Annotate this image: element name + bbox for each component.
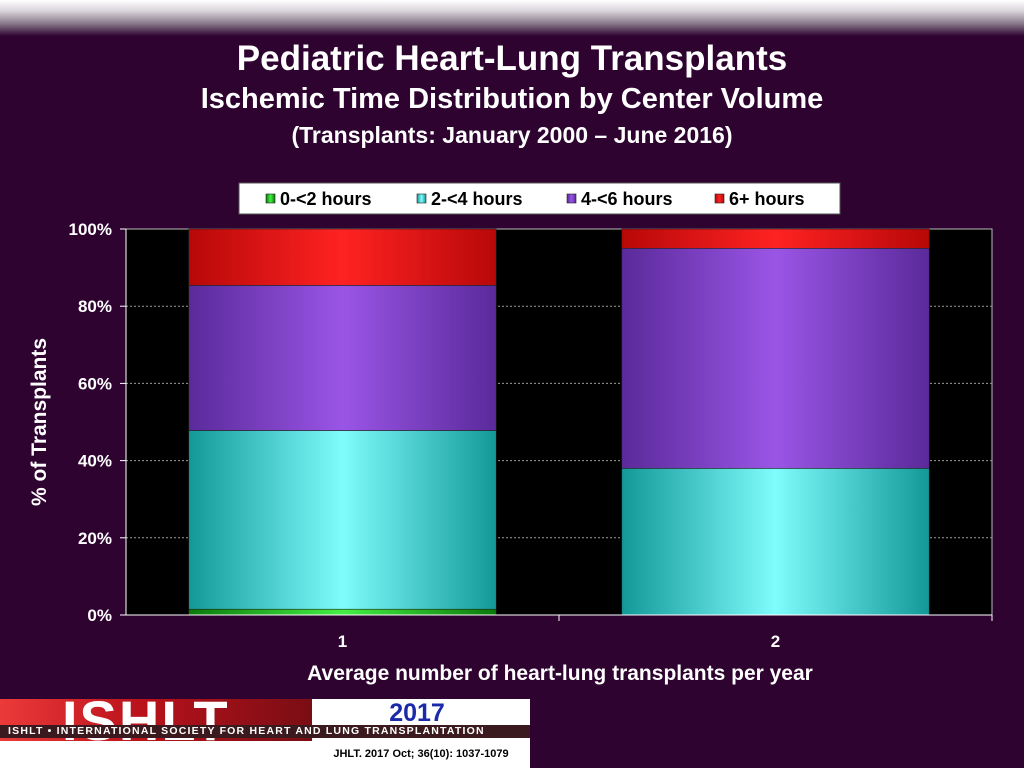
chart-legend: 0-<2 hours 2-<4 hours 4-<6 hours 6+ hours	[238, 182, 841, 215]
x-tick-label: 1	[338, 632, 347, 651]
y-tick-label: 80%	[78, 297, 112, 316]
bar-segment	[188, 608, 497, 616]
y-tick-label: 40%	[78, 452, 112, 471]
y-tick-label: 20%	[78, 529, 112, 548]
logo-tagline: ISHLT • INTERNATIONAL SOCIETY FOR HEART …	[0, 725, 530, 738]
y-tick-label: 60%	[78, 374, 112, 393]
bar-segment	[188, 228, 497, 286]
legend-label: 2-<4 hours	[431, 189, 523, 209]
bar-stacks	[188, 228, 930, 616]
title-block: Pediatric Heart-Lung Transplants Ischemi…	[0, 38, 1024, 152]
legend-swatch	[416, 193, 427, 204]
chart-subtitle: Ischemic Time Distribution by Center Vol…	[200, 83, 824, 115]
bar-segment	[188, 430, 497, 610]
footer-citation: JHLT. 2017 Oct; 36(10): 1037-1079	[333, 748, 509, 760]
legend-label: 4-<6 hours	[581, 189, 673, 209]
bar-segment	[621, 248, 930, 469]
legend-swatch	[265, 193, 276, 204]
top-gradient-band	[0, 0, 1024, 36]
bar-segment	[188, 285, 497, 431]
bar-segment	[621, 228, 930, 249]
legend-box	[238, 182, 841, 215]
stacked-bar-chart: 0-<2 hours 2-<4 hours 4-<6 hours 6+ hours 0…	[28, 182, 993, 685]
x-tick-label: 2	[771, 632, 780, 651]
x-axis-label: Average number of heart-lung transplants…	[307, 662, 813, 685]
ishlt-logo: ISHLT ISHLT • INTERNATIONAL SOCIETY FOR …	[0, 699, 530, 768]
y-tick-label: 100%	[69, 220, 112, 239]
bar-segment	[621, 468, 930, 616]
footer-year: 2017	[389, 699, 445, 727]
y-axis-label: % of Transplants	[28, 338, 51, 506]
legend-label: 0-<2 hours	[280, 189, 372, 209]
legend-swatch	[566, 193, 577, 204]
axes: 0% 20% 40% 60% 80% 100% 1 2	[69, 220, 993, 651]
legend-swatch	[714, 193, 725, 204]
chart-title: Pediatric Heart-Lung Transplants	[236, 39, 788, 78]
legend-label: 6+ hours	[729, 189, 805, 209]
y-tick-label: 0%	[87, 606, 112, 625]
chart-period: (Transplants: January 2000 – June 2016)	[291, 122, 733, 148]
